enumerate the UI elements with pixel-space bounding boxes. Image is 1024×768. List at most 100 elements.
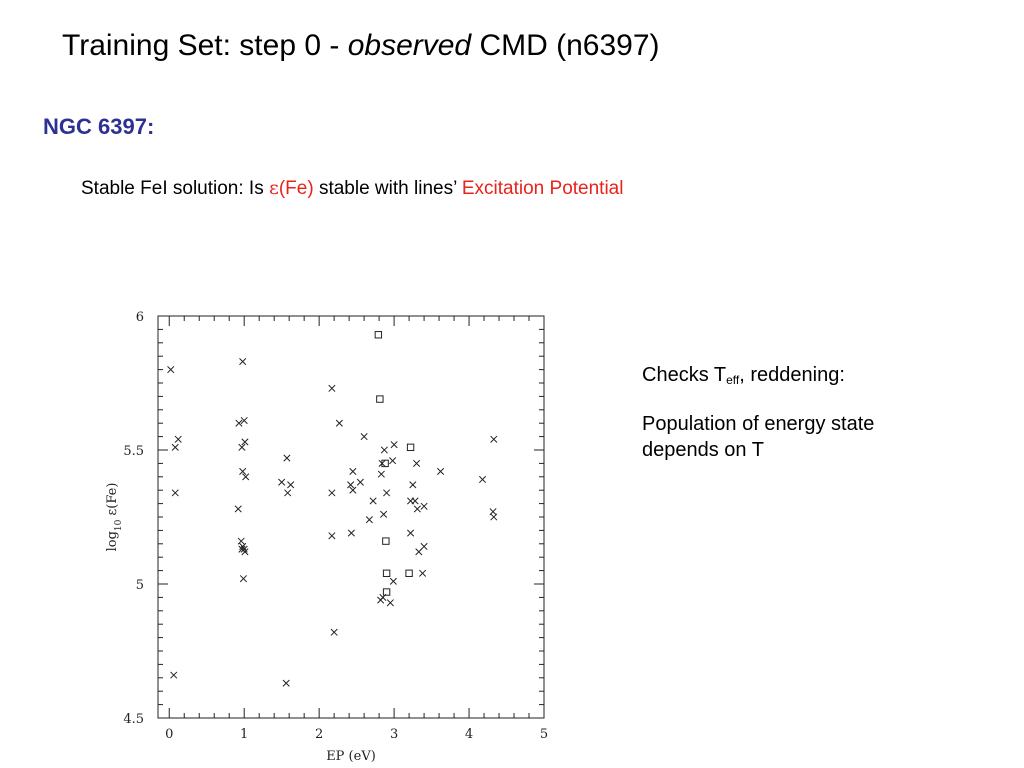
cross-marker [437, 467, 445, 475]
cross-marker [283, 454, 291, 462]
cross-marker [369, 497, 377, 505]
cross-marker [413, 459, 421, 467]
cross-marker [380, 446, 388, 454]
cross-marker [237, 537, 245, 545]
cross-marker [419, 569, 427, 577]
cross-marker [239, 467, 247, 475]
square-marker [382, 569, 391, 577]
title-suffix: CMD (n6397) [471, 29, 660, 62]
cross-marker [284, 489, 292, 497]
cross-marker [347, 481, 355, 489]
square-marker [381, 459, 389, 468]
cross-marker [238, 443, 246, 451]
note-checks-subscript: eff [726, 373, 740, 387]
cross-marker [328, 489, 336, 497]
cross-marker [490, 435, 498, 443]
cross-marker [347, 529, 355, 537]
cross-marker [330, 628, 338, 636]
y-tick-label: 5.5 [123, 444, 144, 459]
x-tick-label: 4 [465, 727, 473, 742]
plot-frame [157, 315, 545, 719]
x-tick-label: 2 [315, 727, 323, 742]
cross-marker [240, 416, 248, 425]
x-tick-label: 1 [240, 727, 248, 742]
note-population: Population of energy state depends on T [642, 412, 875, 461]
cross-marker [278, 478, 286, 486]
cross-marker [360, 433, 368, 441]
square-marker [382, 537, 390, 545]
cross-marker [239, 358, 247, 366]
cross-marker [377, 470, 385, 478]
cross-marker [242, 473, 250, 481]
cross-marker [240, 545, 248, 553]
cross-marker [380, 510, 388, 518]
cross-marker [390, 441, 398, 449]
cross-marker [241, 438, 249, 446]
chart-svg: 0 1 2 3 4 5 4.5 5 5.5 6 EP (eV) log10 ε(Fe) [105, 310, 548, 764]
plot-border [157, 315, 545, 719]
cross-marker [328, 532, 336, 540]
axis-titles: EP (eV) log10 ε(Fe) [105, 483, 376, 764]
cross-marker [171, 443, 179, 451]
data-markers [167, 331, 498, 687]
y-tick-label: 4.5 [123, 712, 144, 727]
subtitle-prefix: Stable FeI solution: Is [81, 178, 269, 199]
subtitle-symbol-tail: (Fe) [278, 178, 314, 199]
cross-marker [174, 435, 182, 443]
cross-marker [420, 502, 428, 510]
cross-marker [420, 542, 428, 551]
subtitle-line: Stable FeI solution: Is ε(Fe) stable wit… [81, 177, 623, 200]
section-heading: NGC 6397: [43, 114, 155, 139]
y-tick-label: 6 [136, 310, 144, 325]
x-tick-label: 5 [540, 727, 548, 742]
side-notes: Checks Teff, reddening: Population of en… [642, 362, 942, 485]
scatter-chart: 0 1 2 3 4 5 4.5 5 5.5 6 EP (eV) log10 ε(Fe) [98, 298, 580, 768]
cross-marker [413, 505, 421, 513]
cross-marker [490, 513, 498, 521]
cross-marker [282, 679, 290, 687]
cross-marker [365, 516, 373, 524]
cross-marker [335, 419, 343, 427]
y-axis-title: log10 ε(Fe) [105, 483, 124, 552]
cross-marker [170, 671, 178, 679]
cross-marker [389, 457, 397, 465]
cross-marker [238, 545, 246, 553]
cross-marker [328, 384, 336, 392]
axis-ticks [158, 315, 545, 719]
subtitle-highlight: Excitation Potential [461, 178, 624, 199]
square-marker [374, 331, 383, 339]
cross-marker [409, 481, 417, 489]
cross-marker [356, 478, 364, 486]
subtitle-middle: stable with lines’ [313, 178, 462, 199]
epsilon-symbol: ε [269, 177, 279, 199]
square-marker [405, 569, 413, 577]
cross-marker [383, 489, 391, 497]
x-tick-label: 0 [165, 727, 173, 742]
cross-marker [386, 599, 394, 607]
square-marker [376, 395, 384, 403]
cross-marker [411, 497, 419, 505]
cross-marker [234, 505, 242, 513]
cross-marker [349, 467, 357, 475]
x-axis-title: EP (eV) [326, 749, 376, 764]
cross-marker [349, 486, 357, 494]
cross-marker [389, 577, 397, 585]
note-checks-suffix: , reddening: [739, 364, 845, 386]
cross-marker [167, 366, 175, 374]
cross-marker [235, 419, 243, 427]
cross-marker [478, 475, 487, 484]
title-emphasis: observed [347, 29, 472, 62]
square-marker [406, 443, 415, 452]
note-checks: Checks Teff, reddening: [642, 362, 942, 389]
y-tick-label: 5 [136, 578, 144, 593]
cross-marker [287, 481, 295, 489]
title-prefix: Training Set: step 0 - [62, 29, 348, 62]
cross-marker [377, 596, 385, 604]
slide-title: Training Set: step 0 - observed CMD (n63… [62, 28, 660, 64]
square-marker [382, 588, 391, 596]
axis-tick-labels: 0 1 2 3 4 5 4.5 5 5.5 6 [123, 310, 548, 742]
cross-marker [407, 529, 415, 537]
note-checks-prefix: Checks T [642, 364, 727, 386]
cross-marker [171, 489, 179, 497]
x-tick-label: 3 [390, 727, 398, 742]
